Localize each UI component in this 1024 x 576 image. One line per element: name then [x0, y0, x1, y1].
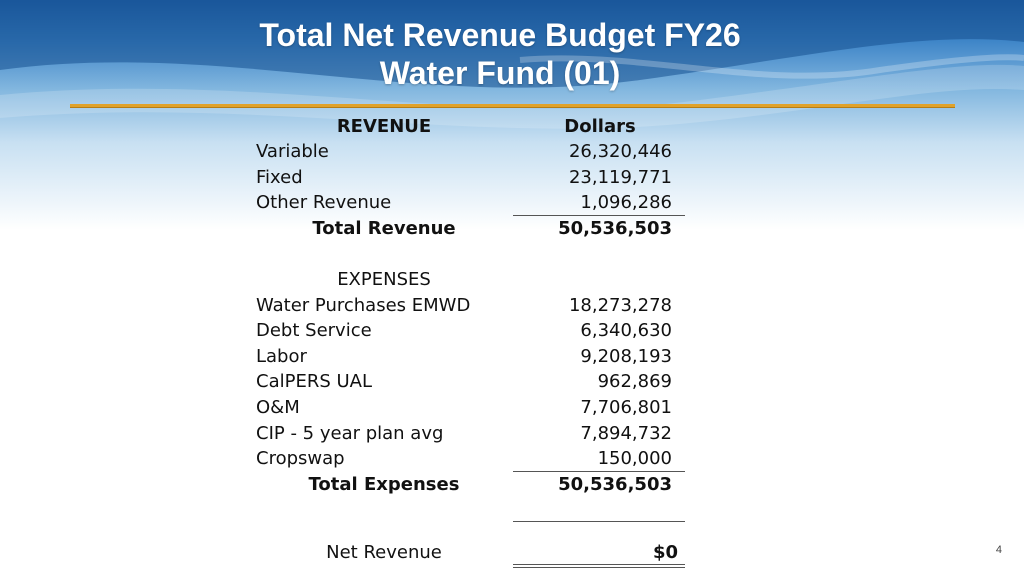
row-label: Debt Service [256, 320, 372, 341]
title-line-1: Total Net Revenue Budget FY26 [259, 17, 741, 53]
slide-title: Total Net Revenue Budget FY26 Water Fund… [0, 16, 1000, 92]
row-value: 1,096,286 [580, 192, 672, 213]
row-value: 7,894,732 [580, 423, 672, 444]
row-value: 150,000 [597, 448, 672, 469]
table-row: Variable 26,320,446 [256, 139, 696, 164]
row-label: Cropswap [256, 448, 345, 469]
table-row: CIP - 5 year plan avg 7,894,732 [256, 421, 696, 446]
total-revenue-label: Total Revenue [312, 218, 456, 239]
net-revenue-row: Net Revenue $0 [256, 540, 696, 565]
total-revenue-row: Total Revenue 50,536,503 [256, 216, 696, 241]
table-row: CalPERS UAL 962,869 [256, 369, 696, 394]
row-label: Other Revenue [256, 192, 392, 213]
row-label: Fixed [256, 167, 303, 188]
table-row: Cropswap 150,000 [256, 446, 696, 471]
net-revenue-label: Net Revenue [326, 542, 442, 563]
total-revenue-value: 50,536,503 [558, 218, 672, 239]
row-value: 962,869 [597, 371, 672, 392]
total-expenses-label: Total Expenses [308, 474, 460, 495]
double-underline [513, 564, 685, 568]
table-row: Water Purchases EMWD 18,273,278 [256, 293, 696, 318]
row-label: CalPERS UAL [256, 371, 372, 392]
table-header-row: REVENUE Dollars [256, 114, 696, 139]
total-expenses-row: Total Expenses 50,536,503 [256, 472, 696, 497]
separator-line [513, 521, 685, 522]
row-value: 6,340,630 [580, 320, 672, 341]
net-revenue-value: $0 [652, 542, 678, 563]
table-row: Debt Service 6,340,630 [256, 318, 696, 343]
row-value: 18,273,278 [568, 295, 672, 316]
expenses-header: EXPENSES [337, 269, 431, 290]
row-value: 9,208,193 [580, 346, 672, 367]
row-value: 23,119,771 [568, 167, 672, 188]
expenses-header-row: EXPENSES [256, 267, 696, 292]
row-label: O&M [256, 397, 300, 418]
row-label: Variable [256, 141, 329, 162]
wave-decoration [0, 0, 1024, 129]
row-label: CIP - 5 year plan avg [256, 423, 444, 444]
row-value: 7,706,801 [580, 397, 672, 418]
subtotal-line [513, 215, 685, 216]
subtotal-line [513, 471, 685, 472]
table-row: O&M 7,706,801 [256, 395, 696, 420]
row-label: Labor [256, 346, 307, 367]
title-divider [70, 104, 955, 108]
revenue-header: REVENUE [336, 116, 432, 137]
title-line-2: Water Fund (01) [379, 55, 621, 91]
total-expenses-value: 50,536,503 [558, 474, 672, 495]
page-number: 4 [995, 544, 1002, 556]
table-row: Labor 9,208,193 [256, 344, 696, 369]
row-label: Water Purchases EMWD [256, 295, 471, 316]
row-value: 26,320,446 [568, 141, 672, 162]
dollars-header: Dollars [564, 116, 636, 137]
table-row: Fixed 23,119,771 [256, 165, 696, 190]
table-row: Other Revenue 1,096,286 [256, 190, 696, 215]
